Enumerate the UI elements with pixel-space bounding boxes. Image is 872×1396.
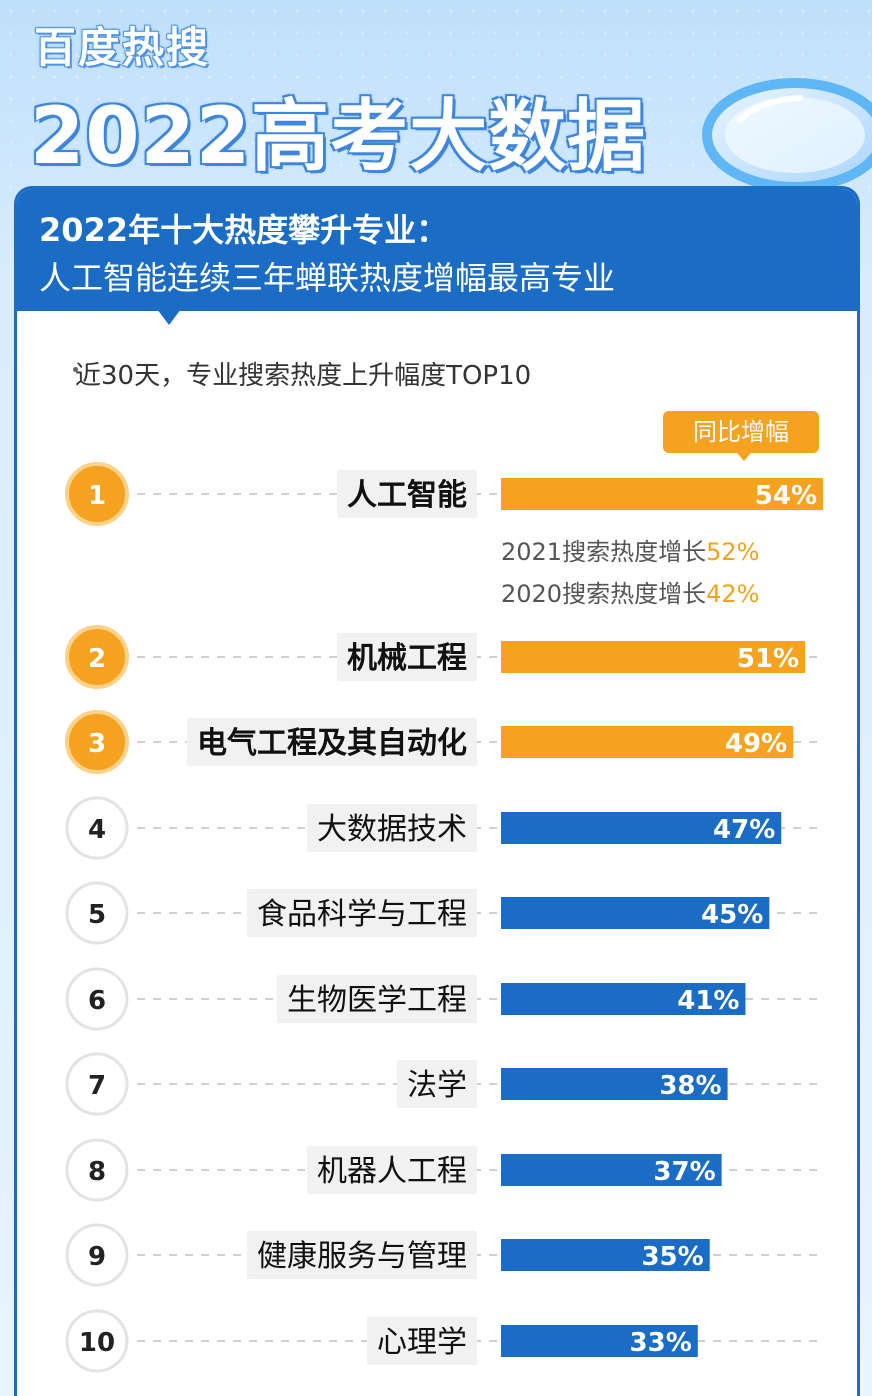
rank-circle: [65, 1223, 129, 1287]
category-label-box: [337, 470, 477, 518]
rank-circle: [65, 881, 129, 945]
category-label-box: [277, 975, 477, 1023]
chart-card: 2022年十大热度攀升专业： 人工智能连续三年蝉联热度增幅最高专业 近30天，专…: [14, 186, 860, 1396]
rank-number: 2: [88, 644, 106, 674]
history-note-2020-text: 2020搜索热度增长: [501, 580, 707, 608]
bar: [501, 1068, 728, 1100]
value-label: 37%: [653, 1157, 715, 1187]
history-note-2021-value: 52%: [706, 538, 760, 566]
value-label: 49%: [725, 729, 787, 759]
rank-number: 7: [88, 1071, 106, 1101]
category-label: 机器人工程: [317, 1154, 467, 1189]
card-heading: 2022年十大热度攀升专业：: [39, 211, 449, 249]
category-label-box: [337, 633, 477, 681]
rank-number: 6: [88, 986, 106, 1016]
rank-circle: [65, 796, 129, 860]
rank-circle: [65, 967, 129, 1031]
bar: [501, 1154, 722, 1186]
rank-number: 9: [88, 1242, 106, 1272]
rank-number: 1: [88, 481, 106, 511]
category-label-box: [187, 718, 477, 766]
rank-number: 5: [88, 900, 106, 930]
bar: [501, 1325, 698, 1357]
rank-circle: [65, 625, 129, 689]
bar: [501, 1239, 710, 1271]
rank-number: 4: [88, 815, 106, 845]
category-label-box: [367, 1317, 477, 1365]
rank-number: 10: [79, 1328, 115, 1358]
brand-title: 百度热搜: [34, 23, 211, 72]
value-label: 33%: [630, 1328, 692, 1358]
category-label: 健康服务与管理: [257, 1239, 467, 1274]
bar: [501, 726, 794, 758]
bullet-dot: [73, 367, 78, 372]
history-note-2021-text: 2021搜索热度增长: [501, 538, 707, 566]
rank-circle: [65, 1052, 129, 1116]
ranking-bar-chart: 1 人工智能 54% 2 机械工程 51% 3 电气工程及其自动化 49% 4 大数据技术 47% 5 食…: [65, 462, 823, 1373]
category-label: 心理学: [377, 1325, 467, 1360]
card-subheading: 人工智能连续三年蝉联热度增幅最高专业: [39, 259, 616, 297]
value-label: 38%: [659, 1071, 721, 1101]
card-header: 2022年十大热度攀升专业： 人工智能连续三年蝉联热度增幅最高专业: [17, 189, 857, 311]
history-note-2020: 2020搜索热度增长42%: [501, 574, 759, 609]
value-label: 35%: [641, 1242, 703, 1272]
bar: [501, 812, 782, 844]
bar: [501, 641, 806, 673]
rank-number: 8: [88, 1157, 106, 1187]
value-label: 41%: [677, 986, 739, 1016]
history-note-2020-value: 42%: [706, 580, 760, 608]
rank-circle: [65, 1309, 129, 1373]
rank-number: 3: [88, 729, 106, 759]
rank-circle: [65, 710, 129, 774]
category-label-box: [307, 1146, 477, 1194]
category-label: 机械工程: [347, 641, 467, 676]
rank-circle: [65, 462, 129, 526]
value-label: 51%: [737, 644, 799, 674]
header-pointer: [157, 309, 181, 325]
chart-subtitle: 近30天，专业搜索热度上升幅度TOP10: [75, 361, 532, 391]
category-label: 法学: [407, 1068, 467, 1103]
category-label-box: [397, 1060, 477, 1108]
page-title: 2022高考大数据: [30, 92, 647, 182]
category-label: 大数据技术: [317, 812, 467, 847]
category-label-box: [307, 804, 477, 852]
category-label: 食品科学与工程: [257, 897, 467, 932]
value-label: 47%: [713, 815, 775, 845]
bar: [501, 478, 823, 510]
bar: [501, 983, 746, 1015]
value-label: 45%: [701, 900, 763, 930]
category-label: 人工智能: [347, 478, 467, 513]
category-label-box: [247, 889, 477, 937]
history-note-2021: 2021搜索热度增长52%: [501, 532, 759, 567]
bar: [501, 897, 770, 929]
category-label: 生物医学工程: [287, 983, 467, 1018]
rank-circle: [65, 1138, 129, 1202]
category-label: 电气工程及其自动化: [197, 726, 467, 761]
yoy-badge: 同比增幅: [663, 411, 819, 461]
category-label-box: [247, 1231, 477, 1279]
value-label: 54%: [755, 481, 817, 511]
